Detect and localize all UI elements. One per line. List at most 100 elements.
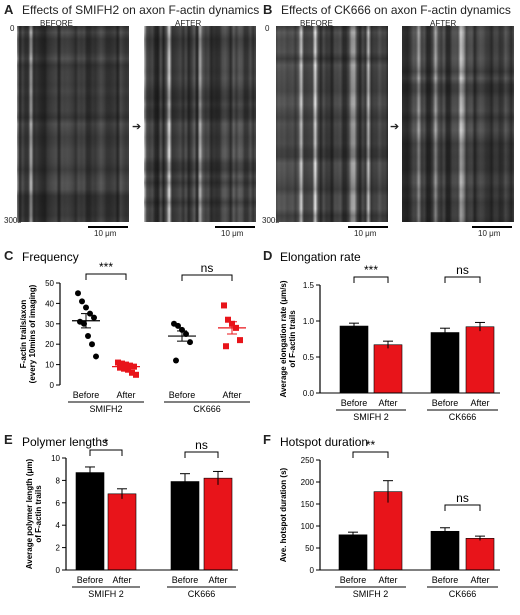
panel-c-y-tick-label: 0 — [50, 381, 55, 390]
panel-d-letter: D — [263, 248, 273, 263]
panel-c-title: Frequency — [22, 250, 79, 264]
panel-c-data-point — [173, 357, 179, 364]
panel-f-bar — [338, 534, 368, 571]
panel-e-polymer-chart: Polymer lengths 0 2 4 6 8 10 Average polymer le… — [22, 435, 238, 599]
panel-e-y-label: Average polymer length (μm) — [25, 458, 34, 569]
panel-a-time-start: 0 — [10, 24, 15, 33]
panel-d-x-label: Before — [432, 398, 459, 408]
panel-d-y-label: Average elongation rate (μm/s) — [279, 280, 288, 397]
panel-d-bar — [339, 325, 369, 394]
panel-c-x-label: After — [116, 390, 135, 400]
panel-c-data-point — [223, 343, 229, 350]
panel-f-bar — [373, 491, 403, 571]
panel-d-y-label-line2: of F-actin trails — [288, 310, 297, 368]
panel-e-title: Polymer lengths — [22, 435, 108, 449]
panel-c-data-point — [85, 333, 91, 340]
panel-d-sig-label: *** — [364, 263, 378, 277]
panel-f-sig-label: ** — [366, 438, 376, 452]
panel-b-before-label: BEFORE — [300, 19, 333, 28]
panel-b-after-kymograph — [402, 26, 514, 222]
panel-c-y-tick-label: 20 — [45, 340, 54, 349]
panel-e-y-tick-label: 10 — [51, 454, 60, 463]
panel-c-letter: C — [4, 248, 14, 263]
panel-d-bar — [373, 344, 403, 394]
panel-f-letter: F — [263, 432, 271, 447]
panel-c-x-label: After — [222, 390, 241, 400]
panel-c-x-label: Before — [169, 390, 196, 400]
panel-f-y-label: Ave. hotspot duration (s) — [279, 467, 288, 562]
panel-e-y-tick-label: 4 — [56, 521, 61, 530]
panel-c-data-point — [91, 314, 97, 321]
panel-e-letter: E — [4, 432, 13, 447]
panel-e-group-label: SMIFH 2 — [88, 589, 124, 599]
panel-f-y-tick-label: 100 — [301, 522, 315, 531]
panel-e-x-label: Before — [77, 575, 104, 585]
panel-e-sig-bracket — [89, 449, 123, 456]
panel-c-data-point — [221, 302, 227, 309]
panel-d-y-tick-label: 1.0 — [303, 317, 315, 326]
panel-c-data-point — [83, 304, 89, 311]
panel-b-after-scale-bar — [472, 226, 512, 228]
panel-c-data-point — [187, 339, 193, 346]
panel-c-y-tick-label: 40 — [45, 299, 54, 308]
panel-e-sig-bracket — [184, 451, 219, 458]
panel-a-title: Effects of SMIFH2 on axon F-actin dynami… — [22, 3, 260, 17]
panel-c-data-point — [127, 362, 133, 369]
panel-c-data-point — [115, 359, 121, 366]
panel-c-data-point — [119, 360, 125, 367]
panel-a-before-scale-bar — [88, 226, 128, 228]
panel-f-x-label: After — [378, 575, 397, 585]
panel-d-y-tick-label: 0.5 — [303, 353, 315, 362]
panel-a-before-label: BEFORE — [40, 19, 73, 28]
panel-b-title: Effects of CK666 on axon F-actin dynamic… — [281, 3, 511, 17]
panel-d-bar — [465, 326, 495, 394]
panel-f-x-label: Before — [340, 575, 367, 585]
panel-f-x-label: Before — [432, 575, 459, 585]
panel-e-y-tick-label: 2 — [56, 544, 61, 553]
panel-d-group-label: CK666 — [449, 412, 477, 422]
panel-a-after-scale-bar — [215, 226, 255, 228]
panel-c-data-point — [125, 366, 131, 373]
panel-d-elongation-chart: Elongation rate 0.0 0.5 1.0 1.5 Average elong… — [279, 250, 500, 422]
panel-d-bar — [430, 332, 460, 394]
panel-c-y-label: F-actin trails/axon — [19, 300, 28, 369]
panel-c-data-point — [75, 290, 81, 297]
panel-f-y-tick-label: 250 — [301, 456, 315, 465]
panel-f-group-label: SMIFH 2 — [353, 589, 389, 599]
panel-b-time-end: 300s — [262, 216, 280, 225]
panel-e-bar — [203, 477, 233, 571]
panel-c-sig-bracket — [181, 274, 233, 281]
panel-c-group-label: CK666 — [193, 404, 221, 414]
panel-a-before-kymograph — [17, 26, 129, 222]
panel-b-time-start: 0 — [265, 24, 270, 33]
panel-e-group-label: CK666 — [188, 589, 216, 599]
panel-f-x-label: After — [470, 575, 489, 585]
panel-c-x-label: Before — [73, 390, 100, 400]
panel-d-y-tick-label: 0.0 — [303, 389, 315, 398]
panel-f-y-tick-label: 0 — [310, 566, 315, 575]
panel-c-data-point — [79, 298, 85, 305]
panel-c-y-tick-label: 50 — [45, 279, 54, 288]
panel-f-sig-bracket — [352, 451, 389, 458]
panel-b-before-scale-label: 10 μm — [354, 229, 377, 238]
panel-c-sig-bracket — [85, 273, 127, 280]
panel-e-bar — [75, 472, 105, 571]
panel-c-group-label: SMIFH2 — [89, 404, 122, 414]
panel-f-y-tick-label: 150 — [301, 500, 315, 509]
panel-f-title: Hotspot duration — [280, 435, 368, 449]
panel-e-sig-label: ns — [195, 438, 208, 452]
panel-d-title: Elongation rate — [280, 250, 361, 264]
panel-f-sig-label: ns — [456, 491, 469, 505]
panel-a-after-scale-label: 10 μm — [221, 229, 244, 238]
panel-c-sig-label: *** — [99, 260, 113, 274]
panel-f-y-tick-label: 50 — [305, 544, 314, 553]
panel-c-data-point — [129, 369, 135, 376]
panel-d-x-label: Before — [341, 398, 368, 408]
panel-e-y-tick-label: 0 — [56, 566, 61, 575]
panel-c-sig-label: ns — [201, 261, 214, 275]
panel-f-group-label: CK666 — [449, 589, 477, 599]
panel-c-data-point — [117, 364, 123, 371]
panel-f-bar — [430, 530, 460, 571]
panel-c-data-point — [225, 316, 231, 323]
panel-f-bar — [465, 538, 495, 571]
